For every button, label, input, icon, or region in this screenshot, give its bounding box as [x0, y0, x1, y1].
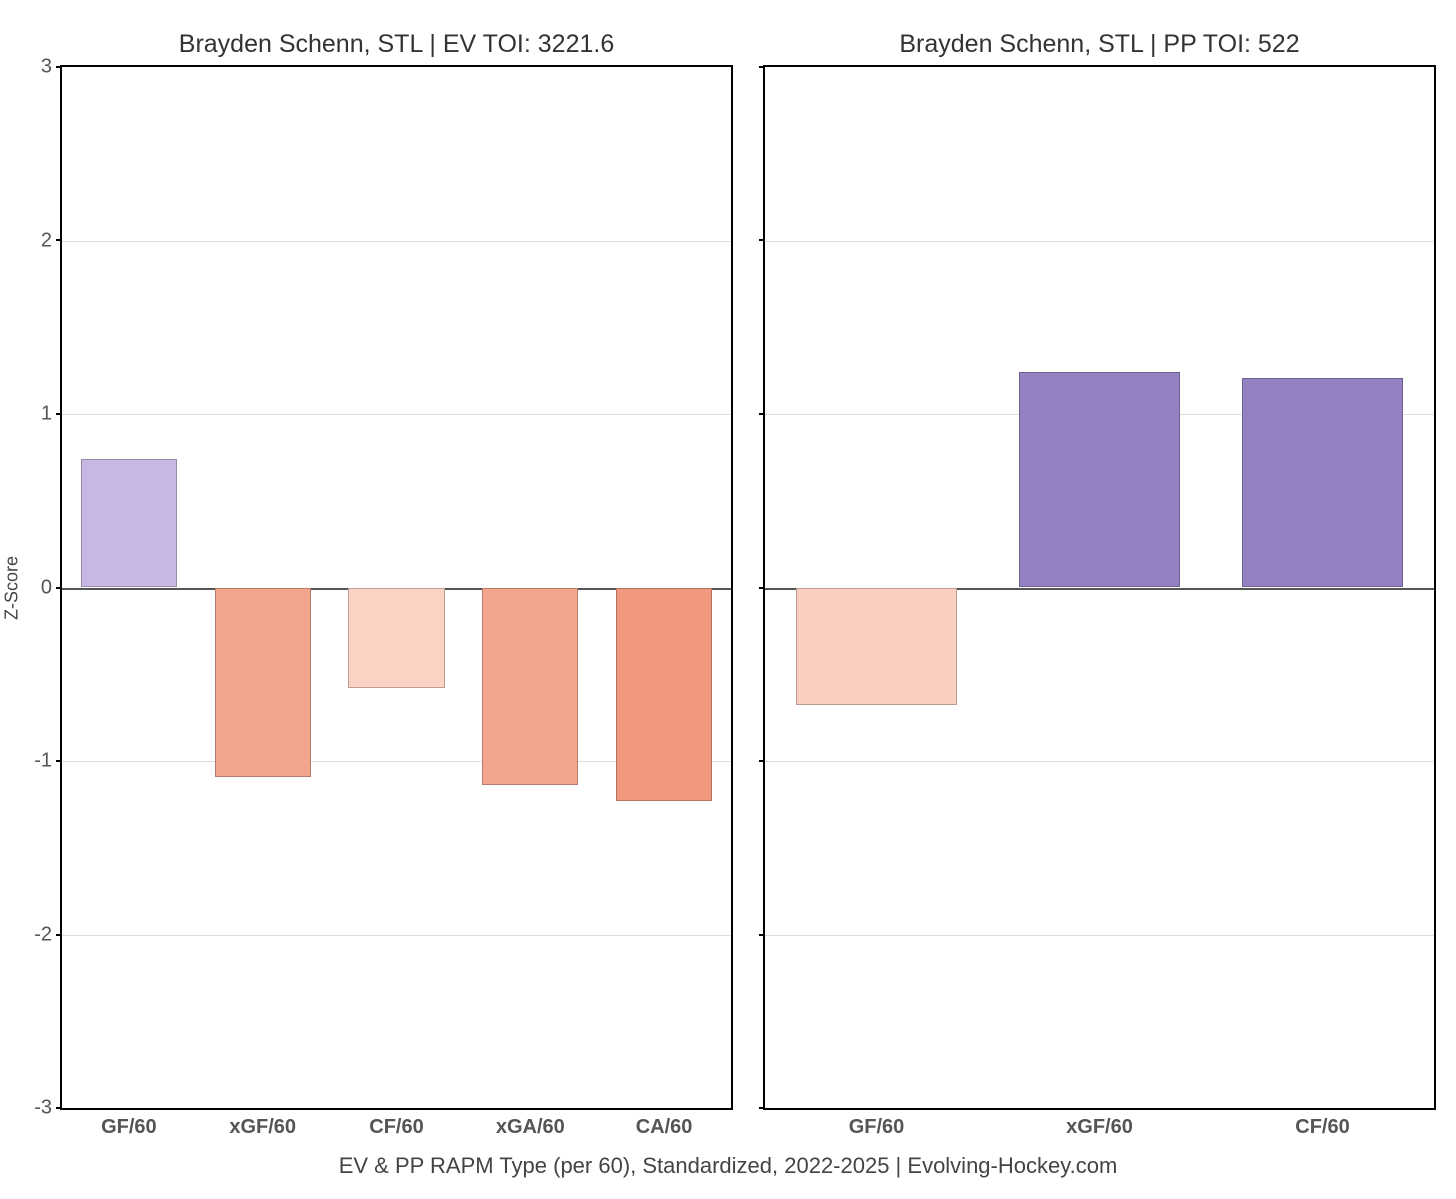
bar [81, 459, 177, 587]
x-labels: GF/60 xGF/60 CF/60 xGA/60 CA/60 [62, 1108, 731, 1148]
x-label: CA/60 [636, 1116, 693, 1139]
x-label: GF/60 [101, 1116, 157, 1139]
bar [215, 588, 311, 777]
figure: Brayden Schenn, STL | EV TOI: 3221.6 -3-2… [0, 0, 1456, 1199]
bar [1019, 372, 1180, 587]
y-axis-label: Z-Score [2, 555, 23, 619]
x-label: CF/60 [369, 1116, 423, 1139]
panels-row: Brayden Schenn, STL | EV TOI: 3221.6 -3-2… [60, 30, 1436, 1110]
bar [1242, 378, 1403, 588]
bar [616, 588, 712, 801]
bars [765, 67, 1434, 1108]
x-label: xGF/60 [1066, 1116, 1133, 1139]
panel-0: Brayden Schenn, STL | EV TOI: 3221.6 -3-2… [60, 30, 733, 1110]
panel-title: Brayden Schenn, STL | EV TOI: 3221.6 [60, 30, 733, 59]
bar [482, 588, 578, 786]
panel-title: Brayden Schenn, STL | PP TOI: 522 [763, 30, 1436, 59]
panel-1: Brayden Schenn, STL | PP TOI: 522 GF/60xG… [763, 30, 1436, 1110]
plot-area: GF/60xGF/60CF/60 [763, 65, 1436, 1110]
x-label: xGA/60 [496, 1116, 565, 1139]
x-labels: GF/60 xGF/60 CF/60 [765, 1108, 1434, 1148]
bars [62, 67, 731, 1108]
caption: EV & PP RAPM Type (per 60), Standardized… [0, 1153, 1456, 1179]
bar [796, 588, 957, 706]
x-label: CF/60 [1295, 1116, 1349, 1139]
x-label: GF/60 [849, 1116, 905, 1139]
bar [348, 588, 444, 689]
x-label: xGF/60 [229, 1116, 296, 1139]
plot-area: -3-2-10123Z-ScoreGF/60xGF/60CF/60xGA/60C… [60, 65, 733, 1110]
